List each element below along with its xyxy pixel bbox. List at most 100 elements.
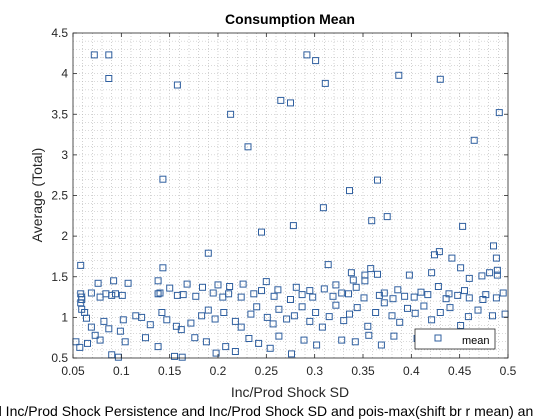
data-point xyxy=(258,228,265,236)
data-point xyxy=(380,299,388,307)
data-point xyxy=(84,339,91,347)
data-point xyxy=(380,289,388,297)
data-point xyxy=(492,294,500,302)
data-point xyxy=(324,261,332,269)
data-point xyxy=(183,280,191,288)
data-point xyxy=(290,312,298,320)
data-point xyxy=(372,309,380,316)
data-point xyxy=(457,264,465,272)
data-point xyxy=(87,323,95,331)
data-point xyxy=(77,261,85,269)
data-point xyxy=(459,222,467,230)
data-point xyxy=(154,343,162,351)
data-point xyxy=(192,292,200,300)
data-point xyxy=(306,317,314,325)
data-point xyxy=(247,310,255,318)
data-point xyxy=(199,283,206,291)
data-point xyxy=(173,81,181,89)
legend: mean xyxy=(414,328,496,350)
data-point xyxy=(404,304,411,312)
y-tick-label: 2 xyxy=(61,229,68,243)
data-point xyxy=(319,204,327,212)
data-point xyxy=(352,283,360,291)
y-tick-label: 4.5 xyxy=(51,26,68,40)
data-point xyxy=(375,291,383,299)
data-point xyxy=(244,143,252,151)
data-point xyxy=(258,287,265,295)
data-point xyxy=(119,316,127,324)
data-point xyxy=(105,325,113,333)
data-point xyxy=(90,51,98,59)
data-point xyxy=(245,335,253,342)
data-point xyxy=(351,338,359,346)
data-point xyxy=(166,284,174,292)
data-point xyxy=(464,313,472,321)
x-tick-label: 0.05 xyxy=(61,364,85,378)
data-point xyxy=(124,279,132,287)
data-point xyxy=(436,75,444,83)
data-point xyxy=(374,176,381,184)
data-point xyxy=(158,309,166,316)
y-tick-label: 2.5 xyxy=(51,189,68,203)
data-point xyxy=(222,343,230,351)
data-point xyxy=(394,286,402,294)
data-point xyxy=(401,292,409,300)
data-point xyxy=(457,322,465,329)
data-point xyxy=(225,290,233,298)
data-point xyxy=(388,312,396,320)
data-point xyxy=(96,336,104,344)
y-axis-label: Average (Total) xyxy=(29,148,45,243)
data-point xyxy=(428,316,436,324)
x-tick-label: 0.45 xyxy=(448,364,472,378)
data-point xyxy=(383,213,391,221)
y-tick-label: 1.5 xyxy=(51,270,68,284)
data-point xyxy=(211,315,219,323)
data-point xyxy=(204,249,212,257)
y-tick-label: 3.5 xyxy=(51,107,68,121)
data-point xyxy=(91,331,99,339)
data-point xyxy=(214,281,222,289)
data-point xyxy=(495,109,503,117)
data-point xyxy=(100,317,108,325)
data-point xyxy=(434,283,442,290)
data-point xyxy=(374,270,381,278)
data-point xyxy=(146,321,154,329)
data-point xyxy=(253,303,261,311)
x-tick-label: 0.4 xyxy=(403,364,420,378)
data-point xyxy=(329,292,337,300)
data-point xyxy=(461,287,468,295)
data-point xyxy=(424,291,432,299)
grid-lines xyxy=(73,33,508,358)
data-point xyxy=(277,96,285,104)
data-point xyxy=(367,265,375,273)
data-point xyxy=(353,304,361,312)
data-point xyxy=(377,341,385,349)
data-point xyxy=(499,289,507,297)
data-point xyxy=(346,187,353,195)
data-point xyxy=(156,289,164,297)
legend-box xyxy=(414,328,496,350)
x-tick-label: 0.15 xyxy=(158,364,182,378)
data-point xyxy=(395,71,403,79)
data-point xyxy=(138,313,146,321)
data-point xyxy=(171,352,178,360)
data-point xyxy=(163,316,171,324)
data-point xyxy=(87,289,95,297)
data-point xyxy=(303,51,311,59)
data-point xyxy=(479,296,487,303)
data-point xyxy=(318,323,326,331)
data-point xyxy=(365,331,373,339)
data-point xyxy=(255,339,263,347)
y-tick-label: 0.5 xyxy=(51,351,68,365)
data-point xyxy=(448,254,456,262)
data-point xyxy=(220,309,228,316)
data-point xyxy=(364,322,372,330)
data-point xyxy=(83,314,90,322)
data-point xyxy=(105,51,113,59)
data-point xyxy=(465,274,473,282)
data-point xyxy=(226,283,234,290)
data-point xyxy=(340,317,348,325)
data-point xyxy=(231,317,239,325)
data-point xyxy=(442,295,450,303)
data-point xyxy=(178,353,186,361)
